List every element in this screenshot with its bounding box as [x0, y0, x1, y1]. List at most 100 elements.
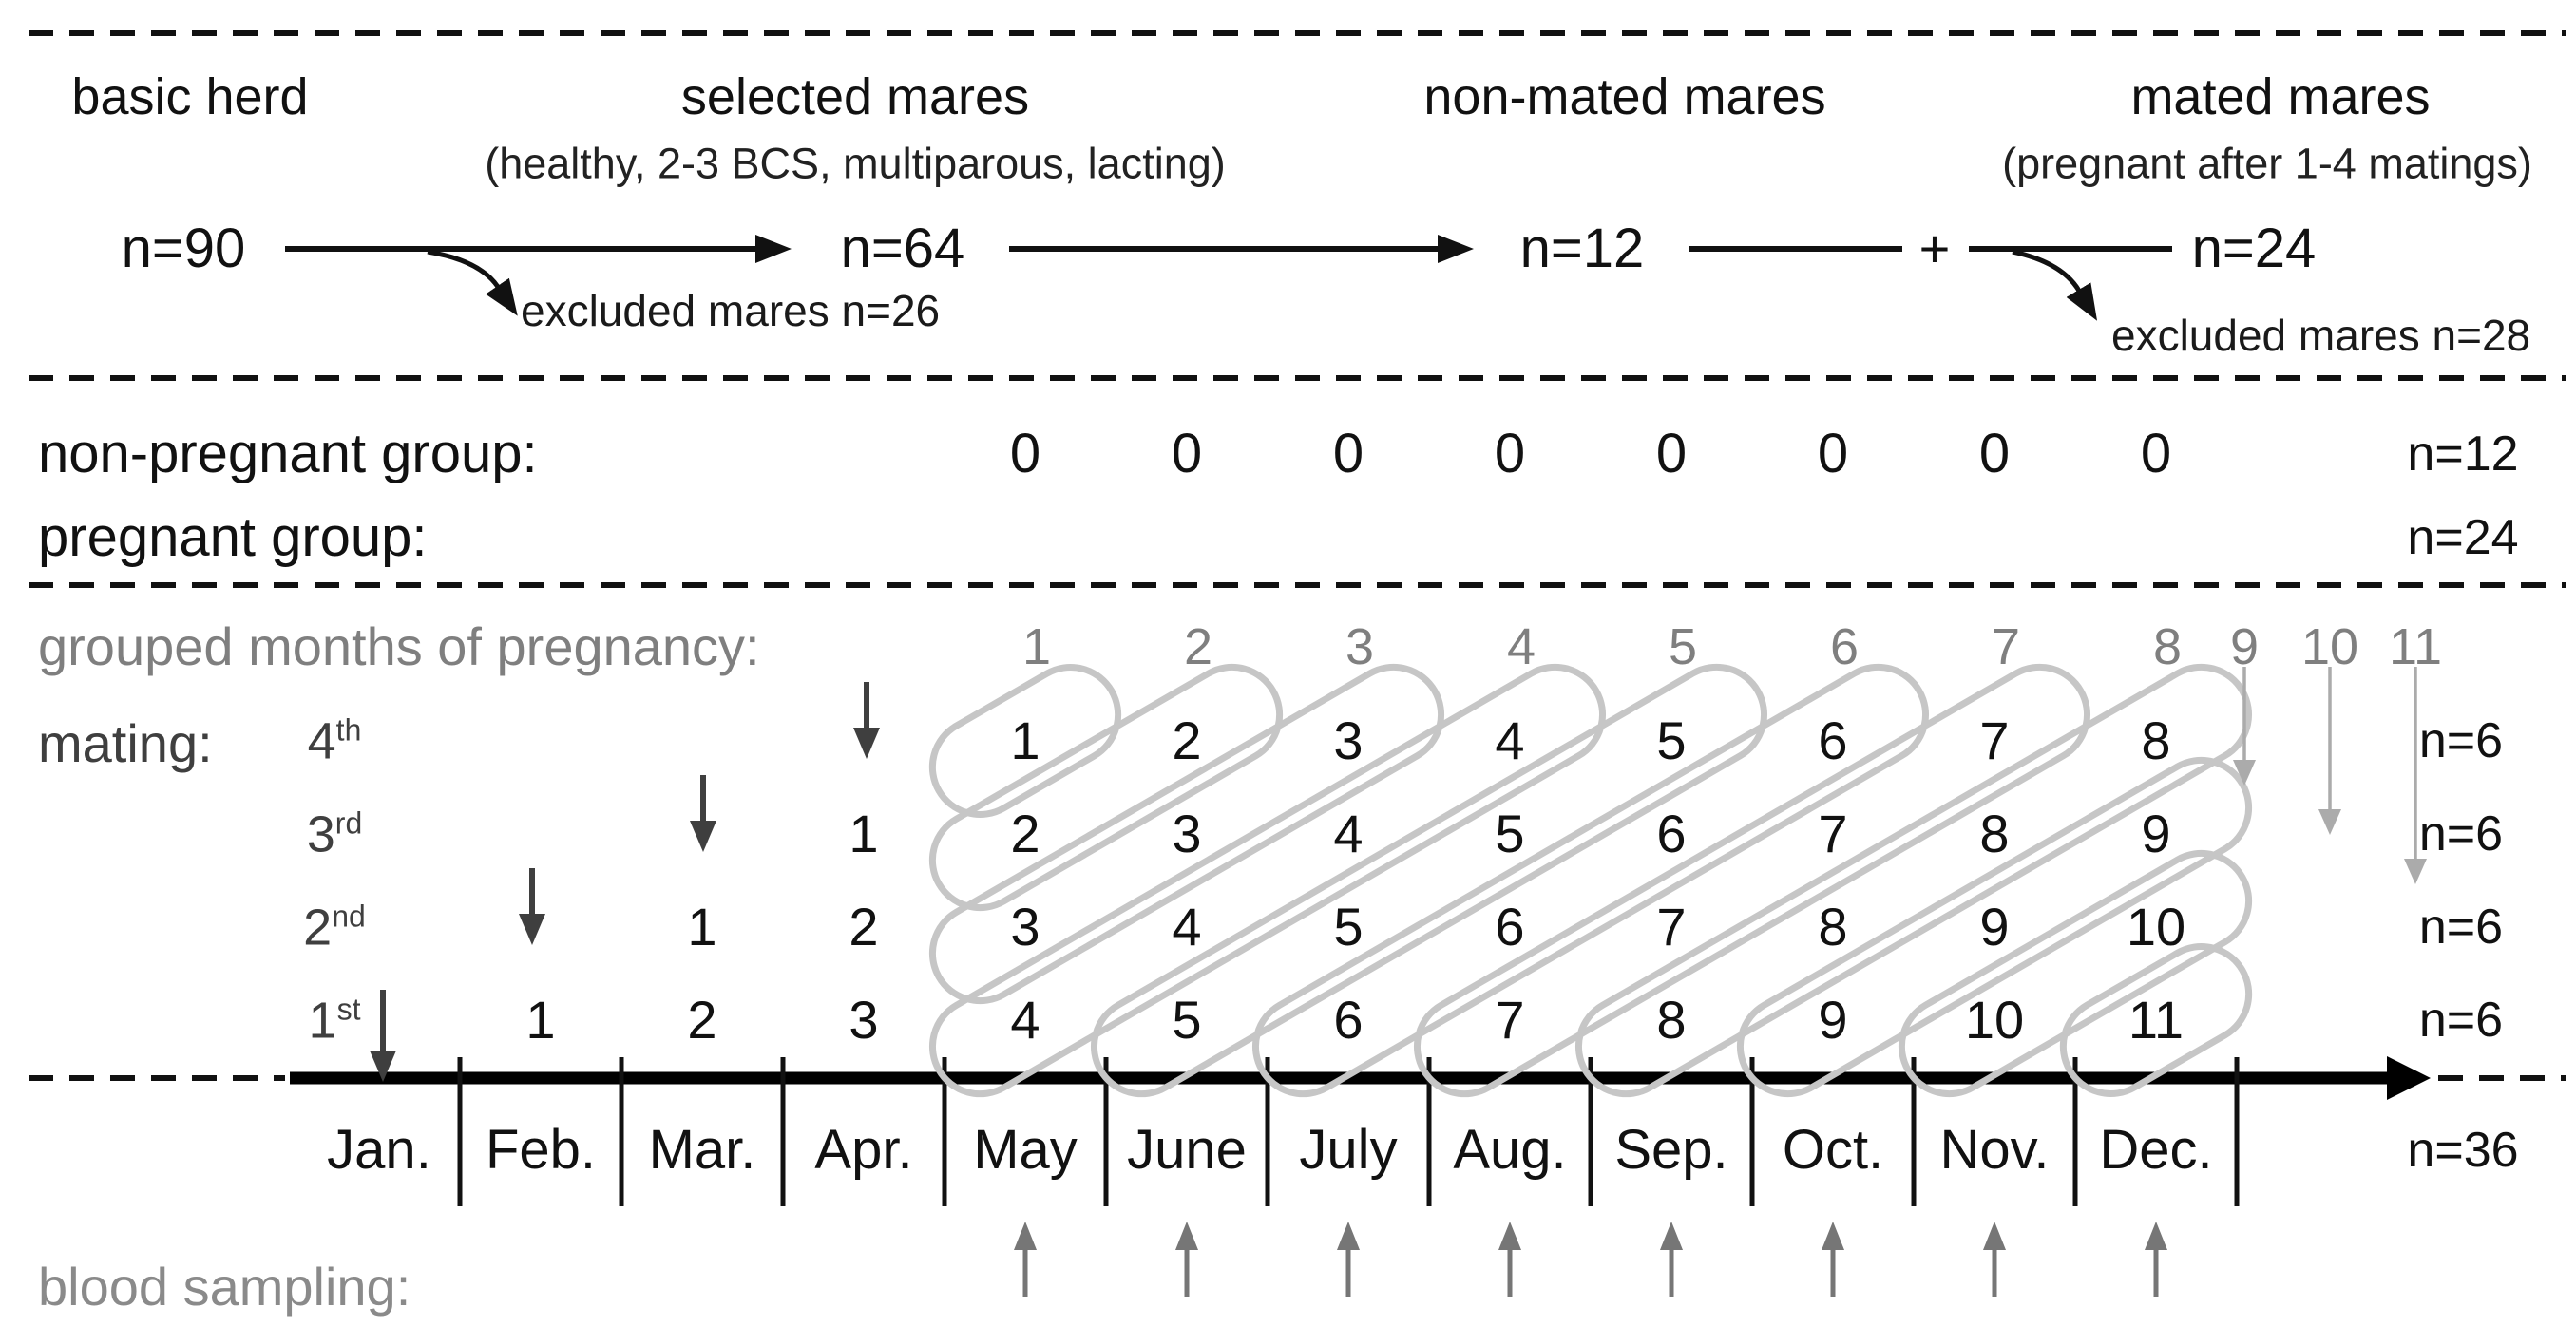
mating-cell: 6 [1656, 804, 1687, 863]
stage-title-non-mated-mares: non-mated mares [1423, 68, 1826, 125]
mating-cell: 5 [1172, 990, 1202, 1050]
mating-cell: 9 [1979, 897, 2010, 957]
mating-cell: 4 [1172, 897, 1202, 957]
pregnancy-month-capsule-10 [1898, 849, 2253, 1098]
grouped-month-number: 6 [1829, 618, 1860, 675]
mating-cell: 10 [2126, 897, 2186, 957]
mating-cell: 9 [2141, 804, 2171, 863]
excluded-mares-right-note: excluded mares n=28 [2111, 311, 2531, 360]
pregnancy-month-capsule-8 [1574, 663, 2253, 1098]
month-label: May [973, 1119, 1078, 1181]
month-label: Jan. [327, 1119, 431, 1181]
mating-cell: 7 [1495, 990, 1525, 1050]
mating-cell: 3 [1172, 804, 1202, 863]
mating-cell: 1 [687, 897, 717, 957]
blood-sampling-label: blood sampling: [38, 1257, 411, 1317]
mating-row-n: n=6 [2418, 993, 2504, 1048]
mating-cell: 2 [1172, 710, 1202, 770]
stage-title-mated-mares: mated mares [2130, 68, 2431, 125]
pregnancy-month-capsule-1 [928, 664, 1122, 818]
mating-cell: 2 [1010, 804, 1040, 863]
mating-cell: 4 [1010, 990, 1040, 1050]
grouped-month-number: 5 [1668, 618, 1698, 675]
stage-title-selected-mares: selected mares [680, 68, 1030, 125]
non-pregnant-group-n: n=12 [2407, 426, 2519, 482]
pregnancy-month-capsule-2 [928, 663, 1284, 912]
non-pregnant-zero: 0 [1817, 423, 1849, 484]
grouped-month-number: 7 [1991, 618, 2021, 675]
mating-cell: 1 [849, 804, 879, 863]
pregnancy-month-capsule-3 [928, 663, 1445, 1005]
pregnancy-month-capsule-4 [928, 663, 1607, 1098]
month-label: Sep. [1614, 1119, 1728, 1181]
month-label: Oct. [1782, 1119, 1884, 1181]
grouped-month-number: 8 [2152, 618, 2183, 675]
mating-cell: 7 [1656, 897, 1687, 957]
mating-cell: 3 [1010, 897, 1040, 957]
mating-cell: 8 [1656, 990, 1687, 1050]
non-pregnant-zero: 0 [1494, 423, 1526, 484]
flow-n64: n=64 [840, 218, 965, 279]
month-label: July [1299, 1119, 1398, 1181]
mating-cell: 11 [2128, 990, 2185, 1050]
month-label: June [1127, 1119, 1247, 1181]
mating-cell: 8 [1818, 897, 1848, 957]
pregnant-group-label: pregnant group: [38, 506, 428, 568]
non-pregnant-zero: 0 [1009, 423, 1041, 484]
mating-row-n: n=6 [2418, 806, 2504, 862]
mating-row-n: n=6 [2418, 900, 2504, 955]
mating-cell: 8 [2141, 710, 2171, 770]
mating-cell: 5 [1656, 710, 1687, 770]
grouped-month-number: 1 [1021, 618, 1052, 675]
grouped-months-label: grouped months of pregnancy: [38, 616, 760, 676]
non-pregnant-zero: 0 [1655, 423, 1688, 484]
pregnancy-month-capsule-7 [1413, 663, 2091, 1098]
mating-cell: 3 [849, 990, 879, 1050]
mating-cell: 4 [1333, 804, 1364, 863]
excluded-mares-left-note: excluded mares n=26 [521, 286, 941, 335]
mating-cell: 1 [1010, 710, 1040, 770]
timeline-n: n=36 [2407, 1123, 2519, 1178]
pregnancy-month-capsule-6 [1251, 663, 1930, 1098]
mating-cell: 5 [1495, 804, 1525, 863]
grouped-month-number: 3 [1345, 618, 1375, 675]
month-label: Apr. [814, 1119, 913, 1181]
mating-row-n: n=6 [2418, 713, 2504, 768]
timeline-axis-arrowhead [2387, 1056, 2431, 1100]
excluded-right-curved-arrow [2012, 249, 2098, 321]
mating-cell: 9 [1818, 990, 1848, 1050]
mating-cell: 1 [525, 990, 556, 1050]
non-pregnant-zero: 0 [1171, 423, 1203, 484]
pregnant-group-n: n=24 [2407, 510, 2519, 565]
pregnancy-month-capsule-5 [1090, 663, 1768, 1098]
mating-cell: 6 [1495, 897, 1525, 957]
mating-cell: 3 [1333, 710, 1364, 770]
mating-cell: 4 [1495, 710, 1525, 770]
month-label: Aug. [1453, 1119, 1567, 1181]
flow-n90: n=90 [121, 218, 246, 279]
mating-cell: 10 [1964, 990, 2025, 1050]
mating-cell: 2 [849, 897, 879, 957]
mating-row-label-1st: 1st [308, 992, 361, 1050]
mating-cell: 6 [1333, 990, 1364, 1050]
pregnancy-month-capsule-11 [2059, 943, 2253, 1097]
flow-n24: n=24 [2191, 218, 2317, 279]
stage-subtitle-mated: (pregnant after 1-4 matings) [2002, 139, 2532, 188]
grouped-month-number: 4 [1506, 618, 1536, 675]
excluded-left-curved-arrow [427, 249, 518, 316]
non-pregnant-zero: 0 [1978, 423, 2011, 484]
mating-row-label-3rd: 3rd [306, 805, 363, 863]
mating-row-label-4th: 4th [307, 712, 362, 770]
flow-plus-sign: + [1918, 218, 1951, 278]
mating-row-label-2nd: 2nd [303, 899, 366, 957]
mating-cell: 8 [1979, 804, 2010, 863]
month-label: Mar. [648, 1119, 756, 1181]
mating-cell: 7 [1979, 710, 2010, 770]
non-pregnant-zero: 0 [2140, 423, 2172, 484]
month-label: Dec. [2099, 1119, 2213, 1181]
grouped-month-number: 9 [2229, 618, 2260, 675]
stage-title-basic-herd: basic herd [71, 68, 309, 125]
grouped-month-number: 2 [1183, 618, 1213, 675]
